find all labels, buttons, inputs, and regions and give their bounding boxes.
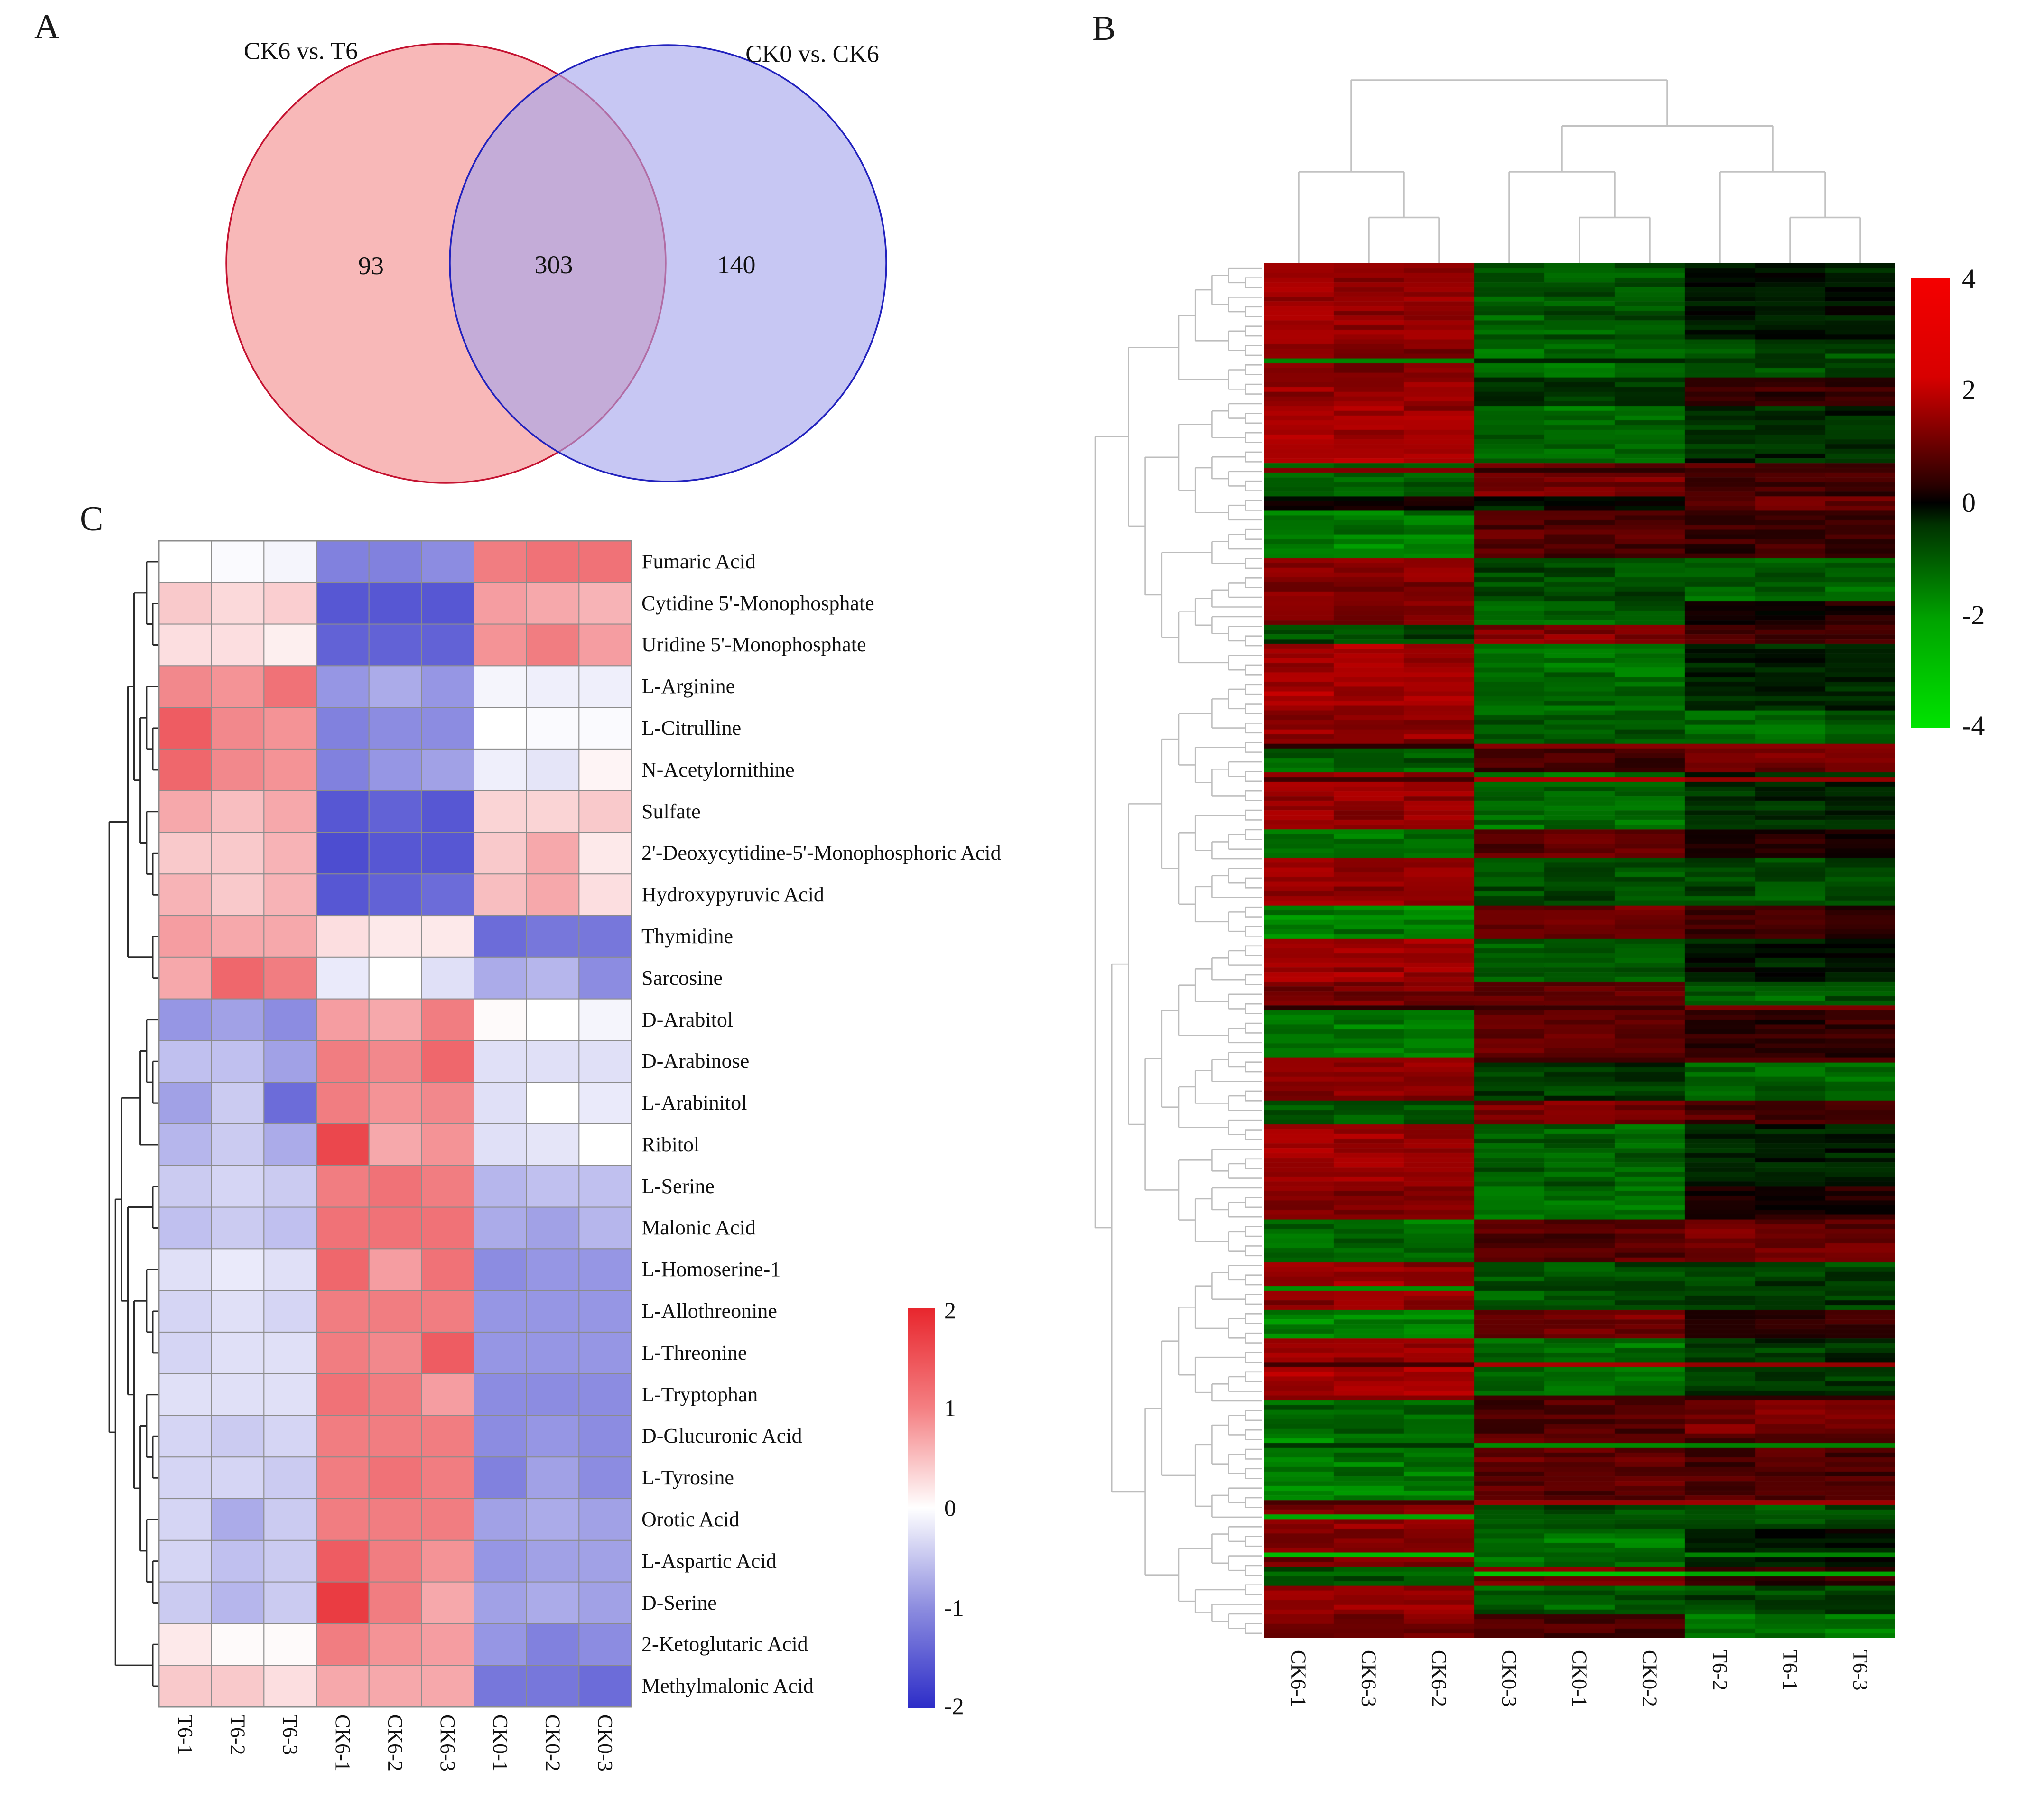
colorbar-b-tick: 2 — [1962, 374, 1976, 405]
heatmap-c-column-label: CK6-1 — [331, 1715, 354, 1771]
heatmap-c-row-label: Ribitol — [641, 1132, 700, 1156]
heatmap-c-row-label: L-Citrulline — [641, 716, 742, 740]
panel-b-label: B — [1092, 9, 1116, 48]
heatmap-c-column-label: T6-1 — [173, 1715, 197, 1755]
heatmap-c-row-label: Uridine 5'-Monophosphate — [641, 633, 866, 657]
colorbar-c-tick: 2 — [944, 1297, 956, 1324]
heatmap-c-row-label: L-Arabinitol — [641, 1091, 747, 1115]
heatmap-c-row-label: Sarcosine — [641, 966, 723, 990]
heatmap-c-colorbar — [908, 1308, 935, 1708]
heatmap-c-row-label: L-Arginine — [641, 675, 735, 698]
heatmap-b-column-label: CK6-2 — [1427, 1650, 1451, 1707]
heatmap-c-row-label: L-Tryptophan — [641, 1382, 758, 1406]
heatmap-c-row-label: 2'-Deoxycytidine-5'-Monophosphoric Acid — [641, 841, 1001, 865]
panel-a-label: A — [34, 7, 60, 46]
heatmap-c-row-label: Methylmalonic Acid — [641, 1674, 814, 1698]
heatmap-b-column-label: CK6-3 — [1357, 1650, 1381, 1707]
heatmap-c-row-label: L-Aspartic Acid — [641, 1549, 777, 1573]
heatmap-c-column-label: CK0-1 — [488, 1715, 512, 1771]
heatmap-c-row-label: Fumaric Acid — [641, 549, 756, 573]
panel-c-label: C — [80, 500, 103, 538]
heatmap-c-row-label: D-Serine — [641, 1591, 717, 1614]
venn-overlap-count: 303 — [534, 250, 573, 279]
colorbar-c-tick: 1 — [944, 1395, 956, 1421]
heatmap-c-column-label: T6-3 — [279, 1715, 302, 1755]
heatmap-c-row-label: L-Serine — [641, 1174, 715, 1198]
colorbar-b-tick: -4 — [1962, 710, 1985, 741]
heatmap-b-colorbar — [1911, 278, 1950, 728]
heatmap-b-column-label: CK0-2 — [1638, 1650, 1662, 1707]
heatmap-b-column-label: T6-2 — [1708, 1650, 1732, 1691]
venn-right-set-label: CK0 vs. CK6 — [745, 40, 879, 68]
heatmap-c-row-label: L-Threonine — [641, 1341, 747, 1364]
heatmap-c-column-label: CK6-3 — [436, 1715, 460, 1771]
colorbar-c-tick: -2 — [944, 1693, 964, 1719]
colorbar-b-tick: 0 — [1962, 487, 1976, 518]
heatmap-b-column-label: CK6-1 — [1287, 1650, 1310, 1707]
colorbar-c-tick: -1 — [944, 1595, 964, 1621]
heatmap-c-row-label: Sulfate — [641, 799, 701, 823]
heatmap-b-column-label: T6-3 — [1849, 1650, 1872, 1691]
heatmap-c-row-label: L-Homoserine-1 — [641, 1258, 781, 1281]
heatmap-c-row-label: 2-Ketoglutaric Acid — [641, 1632, 808, 1656]
heatmap-c-row-label: L-Allothreonine — [641, 1299, 777, 1323]
heatmap-c-column-label: CK0-3 — [594, 1715, 617, 1771]
heatmap-c-column-label: CK0-2 — [541, 1715, 565, 1771]
venn-left-count: 93 — [358, 251, 384, 280]
heatmap-b-column-label: T6-1 — [1778, 1650, 1802, 1691]
heatmap-c-row-label: Hydroxypyruvic Acid — [641, 883, 824, 907]
venn-left-set-label: CK6 vs. T6 — [243, 37, 358, 65]
heatmap-b-column-label: CK0-1 — [1568, 1650, 1591, 1707]
heatmap-b — [1264, 263, 1895, 1638]
colorbar-c-tick: 0 — [944, 1494, 956, 1521]
heatmap-c-row-label: N-Acetylornithine — [641, 758, 795, 781]
heatmap-b-column-label: CK0-3 — [1497, 1650, 1521, 1707]
venn-right-count: 140 — [717, 250, 756, 279]
heatmap-c-row-label: L-Tyrosine — [641, 1466, 734, 1490]
heatmap-c-row-label: Orotic Acid — [641, 1507, 740, 1531]
heatmap-c-column-label: CK6-2 — [383, 1715, 407, 1771]
heatmap-c-row-label: Malonic Acid — [641, 1216, 756, 1240]
colorbar-b-tick: -2 — [1962, 600, 1985, 630]
heatmap-c-row-label: D-Arabitol — [641, 1008, 734, 1031]
heatmap-c-column-label: T6-2 — [226, 1715, 250, 1755]
heatmap-c-row-label: D-Glucuronic Acid — [641, 1424, 802, 1448]
colorbar-b-tick: 4 — [1962, 263, 1976, 294]
heatmap-c-row-label: D-Arabinose — [641, 1049, 750, 1073]
heatmap-c-row-label: Cytidine 5'-Monophosphate — [641, 591, 874, 615]
heatmap-c-row-label: Thymidine — [641, 924, 734, 948]
